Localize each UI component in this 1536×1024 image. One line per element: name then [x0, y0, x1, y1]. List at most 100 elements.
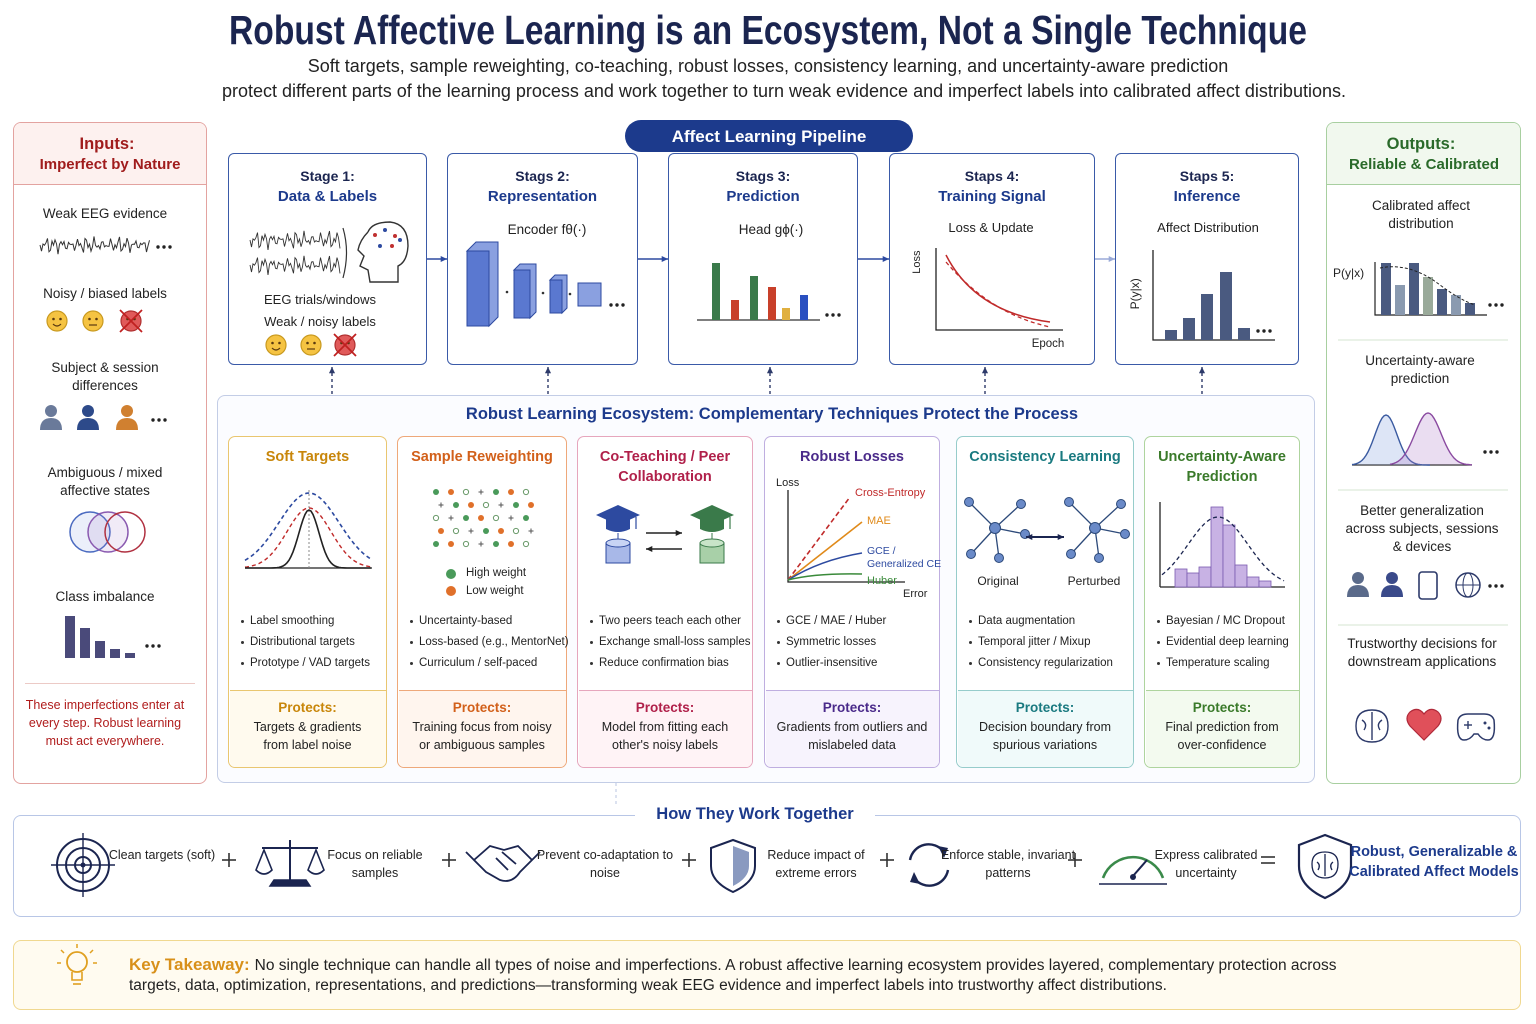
- circle: [1094, 553, 1104, 563]
- circle: [1494, 303, 1498, 307]
- bar-icon: [1238, 328, 1250, 340]
- bar-icon: [110, 649, 120, 658]
- stage-caption: Encoder fθ(·): [507, 222, 587, 237]
- stage-step: Stage 1:: [300, 168, 355, 184]
- circle: [433, 541, 439, 547]
- circle: [478, 515, 484, 521]
- encoder-block: [549, 279, 563, 314]
- protects-area: [578, 690, 752, 767]
- bar-icon: [1437, 289, 1447, 315]
- figure-label: Low weight: [466, 585, 524, 597]
- bar-icon: [1381, 263, 1391, 315]
- encoder-block: [513, 269, 531, 319]
- bar-icon: [1201, 294, 1213, 340]
- input-item: Ambiguous / mixed affective states: [47, 465, 163, 498]
- circle: [313, 341, 316, 345]
- shape: [1374, 262, 1487, 316]
- circle: [492, 514, 500, 522]
- takeaway-text: No single technique can handle all types…: [129, 957, 1337, 994]
- bar-icon: [1222, 524, 1236, 588]
- technique-bullet: Distributional targets: [240, 635, 393, 650]
- stage-step: Staps 5:: [1179, 168, 1235, 184]
- pipeline-title: Affect Learning Pipeline: [671, 127, 867, 146]
- stage-caption: EEG trials/windows: [264, 292, 376, 307]
- shape: [733, 846, 749, 886]
- subtitle-line: protect different parts of the learning …: [222, 81, 1346, 101]
- arrow-head: [328, 367, 336, 374]
- arrow-head: [675, 529, 682, 537]
- protects-text: Gradients from outliers and mislabeled d…: [776, 720, 928, 752]
- technique-bullet: Label smoothing: [240, 614, 393, 629]
- circle: [1256, 329, 1260, 333]
- stage-name: Training Signal: [938, 188, 1046, 205]
- circle: [438, 528, 444, 534]
- circle: [1116, 499, 1126, 509]
- circle: [1352, 572, 1364, 584]
- figure-label: MAE: [867, 515, 891, 527]
- technique-bullet: Data augmentation: [968, 614, 1140, 629]
- circle: [271, 341, 274, 345]
- circle: [1483, 450, 1487, 454]
- together-step: Reduce impact of extreme errors: [767, 848, 865, 880]
- bar-icon: [1220, 272, 1232, 340]
- arrow-head: [646, 545, 653, 553]
- technique-bullet: Evidential deep learning: [1156, 635, 1306, 650]
- inputs-panel: [13, 122, 207, 784]
- stage-step: Staps 4:: [964, 168, 1020, 184]
- stage-step: Stags 2:: [515, 168, 570, 184]
- inputs-title: Imperfect by Nature: [39, 156, 181, 173]
- input-item: Weak EEG evidence: [42, 206, 168, 221]
- protects-text: Decision boundary from spurious variatio…: [978, 720, 1111, 752]
- shape: [1297, 833, 1353, 900]
- line: [333, 333, 357, 357]
- shape: [465, 844, 541, 882]
- circle: [837, 313, 841, 317]
- shape: [39, 236, 150, 255]
- technique-name: Sample Reweighting: [411, 449, 553, 465]
- line: [787, 521, 863, 581]
- circle: [508, 541, 514, 547]
- protects-text: Targets & gradients from label noise: [253, 720, 362, 752]
- shape: [245, 509, 371, 569]
- protects-text: Final prediction from over-confidence: [1165, 720, 1279, 752]
- line: [60, 949, 65, 954]
- globe-line: [1462, 572, 1474, 598]
- technique-bullet: Curriculum / self-paced: [409, 656, 573, 671]
- circle: [66, 951, 88, 973]
- circle: [82, 405, 94, 417]
- shape: [244, 507, 372, 568]
- circle: [1488, 584, 1492, 588]
- line: [968, 501, 996, 529]
- circle: [1488, 303, 1492, 307]
- stage-box: [668, 153, 858, 365]
- circle: [513, 502, 519, 508]
- shape: [1347, 585, 1369, 597]
- stage-caption: Weak / noisy labels: [264, 314, 376, 329]
- shape: [935, 248, 1063, 331]
- circle: [448, 541, 454, 547]
- inputs-divider: [25, 683, 195, 684]
- circle: [168, 245, 172, 249]
- shape: [1101, 855, 1165, 879]
- circle: [300, 334, 322, 356]
- protects-label: Protects:: [822, 700, 882, 715]
- shape: [787, 490, 905, 583]
- shape: [1311, 851, 1339, 879]
- axis-label: P(y|x): [1333, 266, 1365, 280]
- circle: [1268, 329, 1272, 333]
- figure-label: High weight: [466, 567, 527, 579]
- shape: [268, 879, 312, 887]
- technique-bullet: Uncertainty-based: [409, 614, 573, 629]
- figure-label: Original: [977, 574, 1019, 588]
- axis-label: Loss: [910, 250, 923, 274]
- output-item: Calibrated affect distribution: [1371, 198, 1471, 231]
- stage-step: Stags 3:: [735, 168, 791, 184]
- stage-caption: Head gϕ(·): [738, 222, 804, 237]
- circle: [432, 514, 440, 522]
- line: [89, 949, 94, 954]
- circle: [446, 569, 456, 579]
- shape: [1379, 266, 1476, 306]
